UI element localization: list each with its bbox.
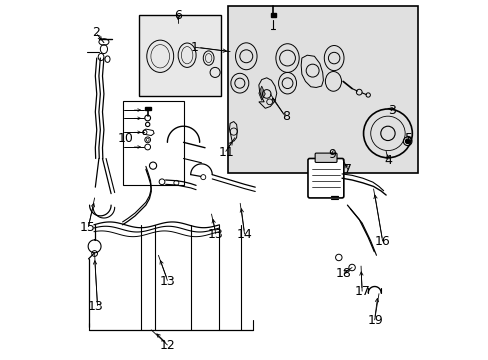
Text: 8: 8 bbox=[281, 110, 289, 123]
Bar bbox=[144, 107, 150, 111]
Text: 13: 13 bbox=[207, 228, 223, 241]
Text: 16: 16 bbox=[374, 235, 389, 248]
Circle shape bbox=[405, 139, 409, 143]
Bar bbox=[228, 6, 418, 173]
Bar bbox=[270, 13, 275, 17]
Text: 11: 11 bbox=[218, 145, 234, 158]
Text: 15: 15 bbox=[80, 221, 95, 234]
FancyBboxPatch shape bbox=[314, 153, 336, 162]
Text: 14: 14 bbox=[236, 228, 252, 241]
Text: 17: 17 bbox=[354, 285, 370, 298]
FancyBboxPatch shape bbox=[307, 158, 343, 198]
Text: 7: 7 bbox=[344, 163, 352, 176]
Text: 18: 18 bbox=[334, 267, 350, 280]
Text: 13: 13 bbox=[88, 300, 103, 313]
Text: 3: 3 bbox=[387, 104, 395, 117]
Text: 5: 5 bbox=[405, 132, 413, 145]
Text: 2: 2 bbox=[92, 27, 100, 40]
Text: 19: 19 bbox=[367, 314, 383, 327]
Text: 9: 9 bbox=[328, 148, 336, 161]
Text: 10: 10 bbox=[117, 131, 133, 145]
Text: 12: 12 bbox=[159, 339, 175, 352]
Text: 6: 6 bbox=[174, 9, 182, 22]
Bar bbox=[122, 101, 183, 185]
Text: 4: 4 bbox=[383, 154, 391, 167]
Text: 1: 1 bbox=[191, 41, 199, 54]
Polygon shape bbox=[258, 86, 265, 100]
Bar bbox=[139, 15, 221, 96]
Text: 13: 13 bbox=[159, 275, 175, 288]
